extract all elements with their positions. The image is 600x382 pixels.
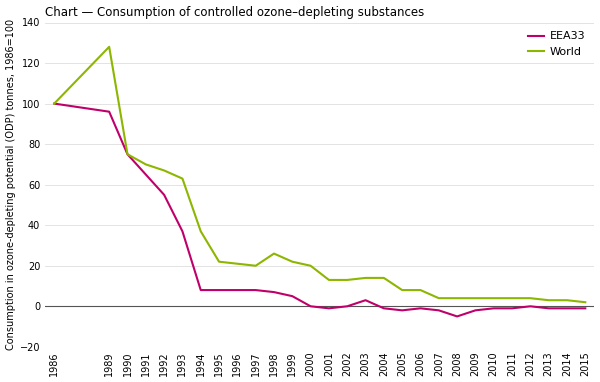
EEA33 [527,304,534,309]
Text: Chart — Consumption of controlled ozone–depleting substances: Chart — Consumption of controlled ozone–… [45,6,424,19]
EEA33 [50,101,58,106]
World [581,300,589,304]
World [563,298,571,303]
World [197,229,205,233]
World [142,162,149,167]
EEA33 [161,193,168,197]
World [179,176,186,181]
World [508,296,515,301]
World [234,261,241,266]
World [271,251,278,256]
EEA33 [490,306,497,311]
EEA33 [380,306,388,311]
Line: World: World [54,47,585,302]
EEA33 [472,308,479,312]
World [124,152,131,157]
EEA33 [508,306,515,311]
World [215,259,223,264]
World [527,296,534,301]
World [161,168,168,173]
World [454,296,461,301]
Y-axis label: Consumption in ozone-depleting potential (ODP) tonnes, 1986=100: Consumption in ozone-depleting potential… [5,19,16,350]
EEA33 [234,288,241,292]
EEA33 [124,152,131,157]
World [417,288,424,292]
EEA33 [398,308,406,312]
Line: EEA33: EEA33 [54,104,585,316]
EEA33 [417,306,424,311]
World [380,276,388,280]
EEA33 [435,308,442,312]
EEA33 [179,229,186,233]
World [344,278,351,282]
World [362,276,369,280]
EEA33 [215,288,223,292]
World [490,296,497,301]
World [545,298,552,303]
World [435,296,442,301]
EEA33 [362,298,369,303]
World [50,101,58,106]
EEA33 [344,304,351,309]
EEA33 [454,314,461,319]
World [106,45,113,49]
World [252,264,259,268]
EEA33 [563,306,571,311]
EEA33 [142,172,149,177]
World [289,259,296,264]
EEA33 [289,294,296,298]
World [472,296,479,301]
EEA33 [252,288,259,292]
World [398,288,406,292]
World [307,264,314,268]
Legend: EEA33, World: EEA33, World [524,28,589,60]
EEA33 [197,288,205,292]
EEA33 [581,306,589,311]
EEA33 [545,306,552,311]
World [325,278,332,282]
EEA33 [106,109,113,114]
EEA33 [325,306,332,311]
EEA33 [271,290,278,295]
EEA33 [307,304,314,309]
